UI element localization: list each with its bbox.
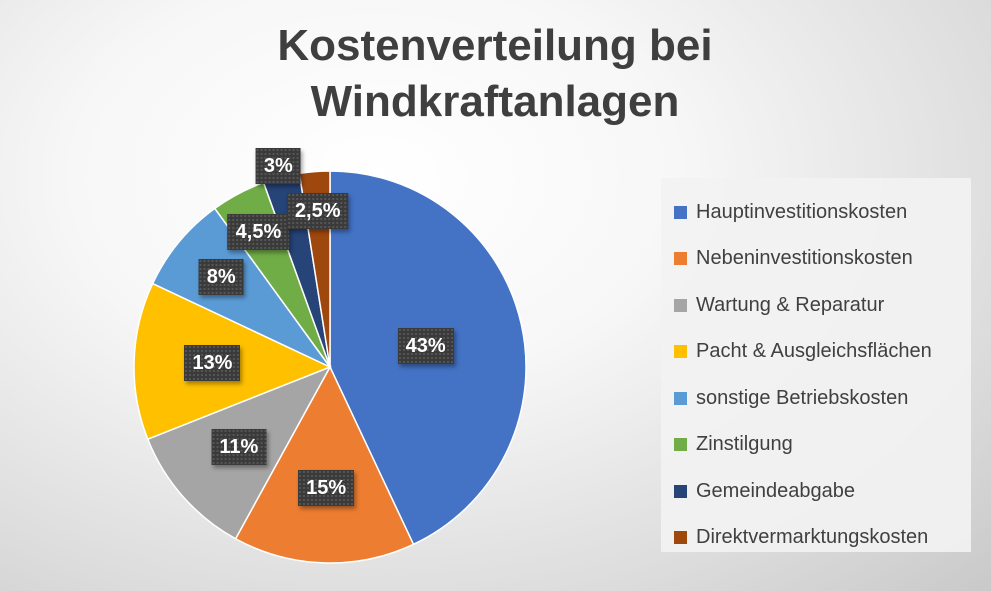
legend-item-2: Nebeninvestitionskosten bbox=[661, 236, 971, 283]
legend-item-4: Pacht & Ausgleichsflächen bbox=[661, 329, 971, 376]
legend-label: Gemeindeabgabe bbox=[696, 479, 856, 502]
legend-item-1: Hauptinvestitionskosten bbox=[661, 189, 971, 236]
legend-label: Nebeninvestitionskosten bbox=[696, 247, 913, 270]
legend-label: Wartung & Reparatur bbox=[696, 293, 885, 316]
data-label-1: 43% bbox=[397, 327, 454, 364]
chart-title-line-1: Kostenverteilung bei bbox=[277, 21, 713, 70]
legend-swatch bbox=[674, 205, 687, 219]
data-label-8: 2,5% bbox=[286, 192, 349, 229]
legend-swatch bbox=[674, 531, 687, 545]
legend-label: Pacht & Ausgleichsflächen bbox=[696, 340, 932, 363]
chart-title: Kostenverteilung bei Windkraftanlagen bbox=[190, 18, 800, 130]
legend-item-3: Wartung & Reparatur bbox=[661, 282, 971, 329]
legend-swatch bbox=[674, 252, 687, 266]
legend-item-6: Zinstilgung bbox=[661, 422, 971, 469]
data-label-3: 11% bbox=[211, 429, 267, 466]
data-label-5: 8% bbox=[198, 259, 244, 296]
data-label-6: 4,5% bbox=[227, 213, 290, 250]
legend-swatch bbox=[674, 298, 687, 312]
data-label-7: 3% bbox=[255, 147, 301, 184]
legend-item-8: Direktvermarktungskosten bbox=[661, 515, 971, 562]
legend-label: Zinstilgung bbox=[696, 433, 793, 456]
legend-label: sonstige Betriebskosten bbox=[696, 386, 909, 409]
data-label-4: 13% bbox=[184, 345, 241, 382]
pie-slice-2 bbox=[234, 365, 415, 564]
legend-swatch bbox=[674, 391, 687, 405]
legend-swatch bbox=[674, 438, 687, 452]
chart-title-line-2: Windkraftanlagen bbox=[310, 77, 680, 126]
legend-swatch bbox=[674, 345, 687, 359]
legend-label: Direktvermarktungskosten bbox=[696, 526, 929, 549]
legend: Hauptinvestitionskosten Nebeninvestitions… bbox=[661, 178, 971, 552]
legend-label: Hauptinvestitionskosten bbox=[696, 200, 908, 223]
legend-item-7: Gemeindeabgabe bbox=[661, 468, 971, 515]
legend-swatch bbox=[674, 484, 687, 498]
data-label-2: 15% bbox=[298, 470, 355, 507]
legend-item-5: sonstige Betriebskosten bbox=[661, 375, 971, 422]
